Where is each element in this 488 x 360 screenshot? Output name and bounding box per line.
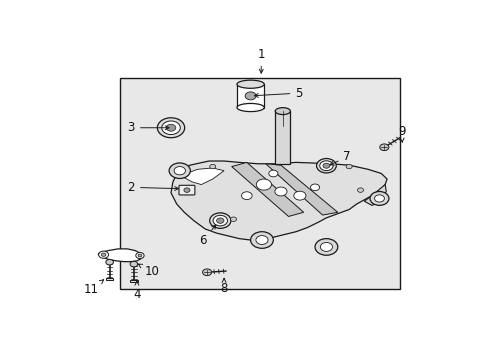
- Circle shape: [255, 235, 267, 244]
- Polygon shape: [98, 249, 142, 262]
- Circle shape: [209, 164, 215, 169]
- Polygon shape: [180, 168, 224, 185]
- Circle shape: [138, 254, 142, 257]
- Circle shape: [130, 261, 138, 267]
- Circle shape: [99, 251, 108, 258]
- Circle shape: [256, 179, 271, 190]
- Circle shape: [162, 121, 180, 135]
- Circle shape: [157, 118, 184, 138]
- Circle shape: [174, 167, 185, 175]
- Circle shape: [314, 239, 337, 255]
- Circle shape: [183, 188, 190, 192]
- Text: 4: 4: [133, 281, 141, 301]
- Circle shape: [209, 213, 230, 228]
- Circle shape: [369, 192, 388, 205]
- Ellipse shape: [237, 103, 264, 112]
- Circle shape: [244, 92, 256, 100]
- Circle shape: [216, 218, 224, 223]
- Text: 7: 7: [329, 150, 350, 165]
- Circle shape: [230, 217, 236, 221]
- Circle shape: [105, 260, 113, 265]
- Circle shape: [357, 188, 363, 192]
- Ellipse shape: [275, 108, 290, 114]
- Bar: [120, 78, 400, 288]
- Circle shape: [346, 164, 351, 169]
- Polygon shape: [231, 162, 303, 216]
- Circle shape: [169, 163, 190, 179]
- Circle shape: [379, 144, 388, 150]
- Circle shape: [166, 124, 176, 131]
- Circle shape: [274, 187, 286, 196]
- Ellipse shape: [237, 80, 264, 88]
- Circle shape: [268, 170, 277, 177]
- Text: 8: 8: [220, 279, 227, 295]
- Text: 6: 6: [199, 225, 216, 247]
- FancyBboxPatch shape: [179, 185, 195, 195]
- Circle shape: [250, 232, 273, 248]
- Circle shape: [374, 195, 384, 202]
- Text: 3: 3: [127, 121, 169, 134]
- Circle shape: [202, 269, 211, 276]
- Circle shape: [319, 161, 332, 171]
- Text: 9: 9: [398, 125, 405, 142]
- Bar: [105, 278, 113, 280]
- Circle shape: [241, 192, 252, 199]
- Circle shape: [293, 191, 305, 200]
- Bar: [130, 280, 138, 283]
- Text: 10: 10: [138, 264, 159, 278]
- Text: 5: 5: [254, 87, 302, 100]
- Polygon shape: [275, 111, 290, 164]
- Circle shape: [320, 243, 332, 251]
- Text: 2: 2: [127, 181, 178, 194]
- Polygon shape: [265, 164, 337, 215]
- Text: 1: 1: [257, 48, 264, 73]
- Bar: [237, 84, 264, 108]
- Circle shape: [310, 184, 319, 191]
- Circle shape: [213, 215, 227, 226]
- Circle shape: [101, 253, 105, 256]
- Text: 11: 11: [83, 280, 103, 296]
- Polygon shape: [171, 161, 386, 240]
- Circle shape: [322, 163, 329, 168]
- Polygon shape: [364, 185, 386, 205]
- Circle shape: [316, 158, 336, 173]
- Circle shape: [136, 252, 144, 258]
